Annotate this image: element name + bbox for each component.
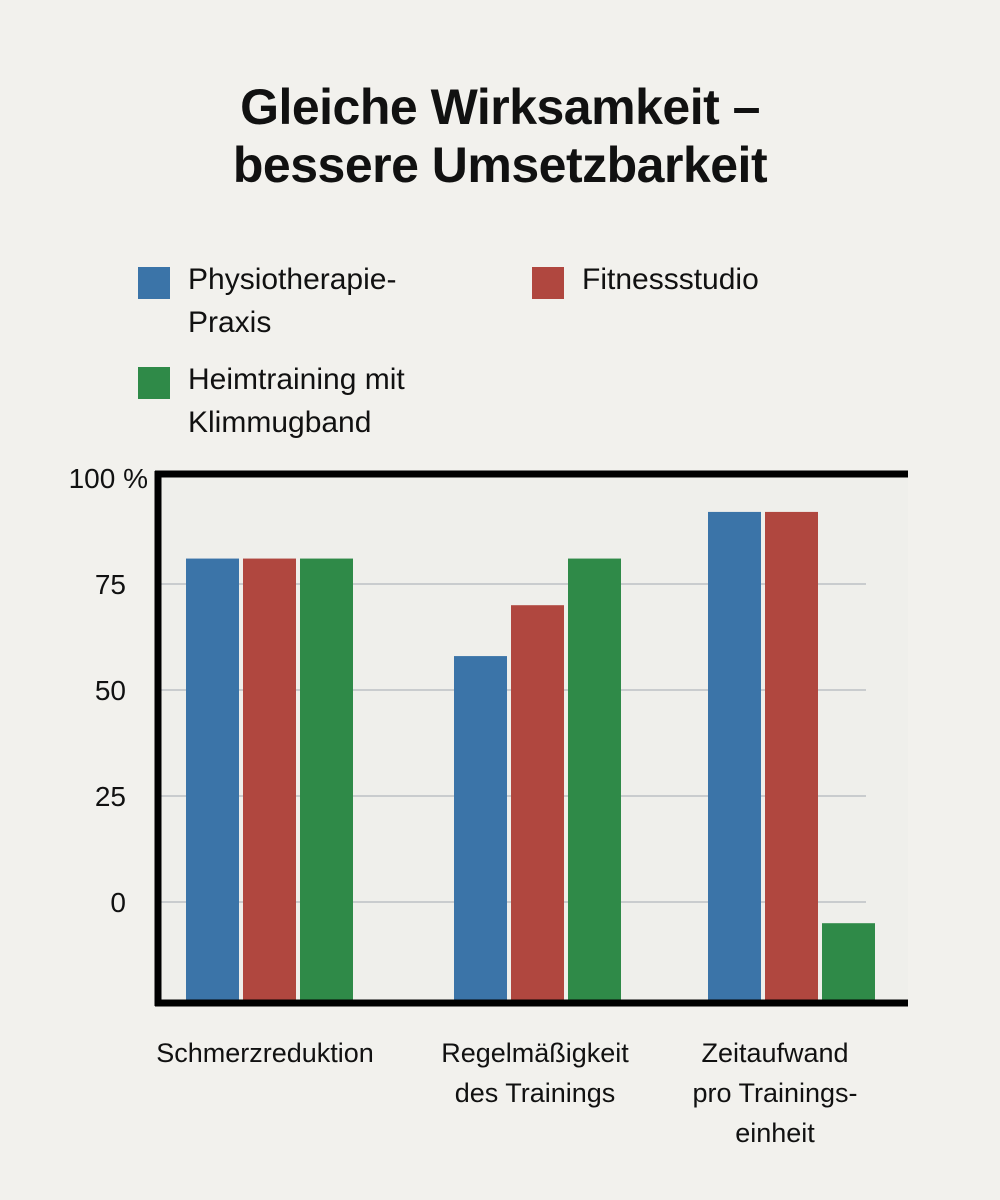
bar bbox=[708, 511, 761, 1003]
bar bbox=[822, 923, 875, 1003]
bar bbox=[454, 656, 507, 1003]
x-category-label: pro Trainings- bbox=[692, 1078, 857, 1108]
bar bbox=[511, 605, 564, 1003]
legend-label-physiotherapie: Physiotherapie- Praxis bbox=[188, 263, 397, 339]
legend-label-heimtraining: Heimtraining mit Klimmugband bbox=[188, 363, 405, 439]
x-category-label: Schmerzreduktion bbox=[156, 1038, 374, 1068]
x-category-label: Zeitaufwand bbox=[701, 1038, 848, 1068]
legend-item-fitnessstudio: Fitnessstudio bbox=[532, 258, 759, 301]
legend-swatch-heimtraining bbox=[138, 367, 170, 399]
y-tick-label: 75 bbox=[95, 569, 126, 600]
y-tick-label: 25 bbox=[95, 781, 126, 812]
legend-label-fitnessstudio: Fitnessstudio bbox=[582, 263, 759, 296]
x-category-label: Regelmäßigkeit bbox=[441, 1038, 629, 1068]
legend-swatch-fitnessstudio bbox=[532, 267, 564, 299]
bar bbox=[568, 558, 621, 1003]
x-category-label: des Trainings bbox=[455, 1078, 616, 1108]
legend-item-physiotherapie: Physiotherapie- Praxis bbox=[138, 258, 396, 344]
bar bbox=[765, 511, 818, 1003]
y-tick-label: 100 % bbox=[69, 463, 148, 494]
x-category-label: einheit bbox=[735, 1118, 815, 1148]
chart-title-line-1: Gleiche Wirksamkeit – bbox=[240, 79, 760, 135]
bar bbox=[300, 558, 353, 1003]
legend-item-heimtraining: Heimtraining mit Klimmugband bbox=[138, 358, 405, 444]
bar bbox=[186, 558, 239, 1003]
bar bbox=[243, 558, 296, 1003]
legend-swatch-physiotherapie bbox=[138, 267, 170, 299]
chart-title: Gleiche Wirksamkeit – bessere Umsetzbark… bbox=[0, 78, 1000, 194]
y-tick-label: 0 bbox=[110, 887, 126, 918]
y-tick-label: 50 bbox=[95, 675, 126, 706]
chart-title-line-2: bessere Umsetzbarkeit bbox=[232, 137, 768, 193]
